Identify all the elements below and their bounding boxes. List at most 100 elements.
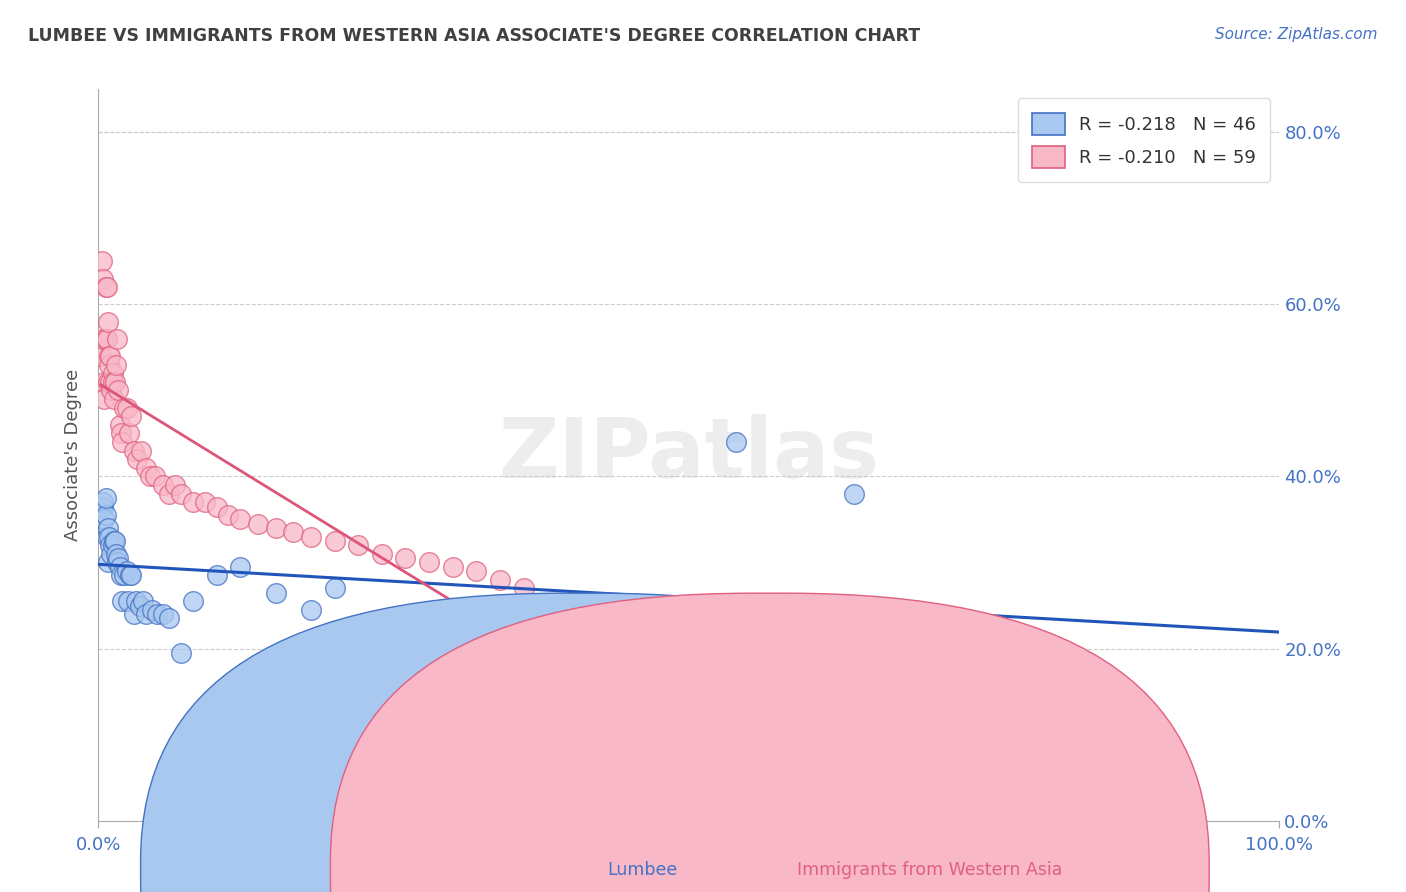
- Point: [121, 568, 143, 582]
- Point: [96, 332, 118, 346]
- Point: [465, 564, 488, 578]
- Point: [512, 582, 534, 596]
- Point: [112, 401, 135, 415]
- Point: [96, 280, 118, 294]
- Point: [441, 559, 464, 574]
- Point: [152, 607, 174, 621]
- Point: [1126, 693, 1149, 707]
- Point: [93, 392, 115, 406]
- Point: [143, 469, 166, 483]
- Point: [115, 401, 138, 415]
- Point: [152, 478, 174, 492]
- Text: ZIPatlas: ZIPatlas: [499, 415, 879, 495]
- Point: [108, 417, 131, 432]
- Point: [98, 349, 121, 363]
- Point: [129, 443, 152, 458]
- Point: [103, 533, 125, 548]
- Point: [91, 495, 114, 509]
- Legend: R = -0.218   N = 46, R = -0.210   N = 59: R = -0.218 N = 46, R = -0.210 N = 59: [1018, 98, 1271, 182]
- Point: [157, 486, 180, 500]
- Point: [264, 585, 287, 599]
- Point: [489, 573, 512, 587]
- Point: [170, 486, 193, 500]
- Point: [205, 568, 228, 582]
- Point: [100, 547, 122, 561]
- Point: [96, 530, 118, 544]
- Point: [181, 495, 204, 509]
- Point: [105, 547, 128, 561]
- Point: [229, 559, 252, 574]
- Point: [122, 607, 145, 621]
- Point: [146, 607, 169, 621]
- Text: Immigrants from Western Asia: Immigrants from Western Asia: [797, 861, 1063, 879]
- Point: [93, 512, 115, 526]
- Point: [98, 358, 121, 372]
- Point: [110, 426, 132, 441]
- Point: [264, 521, 287, 535]
- Point: [107, 551, 129, 566]
- Point: [323, 533, 346, 548]
- Point: [111, 435, 134, 450]
- Point: [120, 568, 142, 582]
- Point: [108, 559, 131, 574]
- Point: [101, 538, 124, 552]
- Point: [165, 478, 187, 492]
- Point: [844, 486, 866, 500]
- Point: [105, 332, 128, 346]
- Point: [105, 358, 128, 372]
- Point: [181, 594, 204, 608]
- Point: [347, 538, 370, 552]
- Point: [94, 332, 117, 346]
- Point: [135, 460, 157, 475]
- Point: [104, 533, 127, 548]
- Point: [97, 314, 120, 328]
- Point: [194, 495, 217, 509]
- Point: [132, 594, 155, 608]
- Point: [246, 516, 269, 531]
- Text: Lumbee: Lumbee: [607, 861, 678, 879]
- Point: [107, 384, 129, 398]
- Point: [112, 568, 135, 582]
- Point: [141, 603, 163, 617]
- Point: [128, 599, 150, 613]
- Point: [98, 538, 121, 552]
- Point: [127, 452, 149, 467]
- Point: [91, 332, 114, 346]
- Point: [97, 556, 120, 570]
- Point: [97, 521, 120, 535]
- Point: [94, 280, 117, 294]
- Text: LUMBEE VS IMMIGRANTS FROM WESTERN ASIA ASSOCIATE'S DEGREE CORRELATION CHART: LUMBEE VS IMMIGRANTS FROM WESTERN ASIA A…: [28, 27, 921, 45]
- Point: [725, 435, 748, 450]
- Point: [170, 646, 193, 660]
- Point: [299, 603, 322, 617]
- Point: [93, 375, 115, 389]
- Point: [94, 491, 117, 505]
- Point: [418, 556, 440, 570]
- Point: [110, 568, 132, 582]
- Point: [101, 366, 124, 380]
- Y-axis label: Associate's Degree: Associate's Degree: [63, 368, 82, 541]
- Point: [283, 525, 305, 540]
- Text: Source: ZipAtlas.com: Source: ZipAtlas.com: [1215, 27, 1378, 42]
- Point: [299, 530, 322, 544]
- Point: [98, 349, 121, 363]
- Point: [103, 392, 125, 406]
- Point: [91, 254, 114, 268]
- Point: [117, 594, 139, 608]
- Point: [105, 556, 128, 570]
- Point: [135, 607, 157, 621]
- Point: [91, 500, 114, 514]
- Point: [122, 443, 145, 458]
- Point: [394, 551, 416, 566]
- Point: [101, 375, 124, 389]
- Point: [125, 594, 148, 608]
- Point: [371, 547, 394, 561]
- Point: [90, 349, 112, 363]
- Point: [323, 582, 346, 596]
- Point: [217, 508, 239, 523]
- Point: [94, 508, 117, 523]
- Point: [98, 375, 121, 389]
- Point: [111, 594, 134, 608]
- Point: [91, 500, 114, 514]
- Point: [229, 512, 252, 526]
